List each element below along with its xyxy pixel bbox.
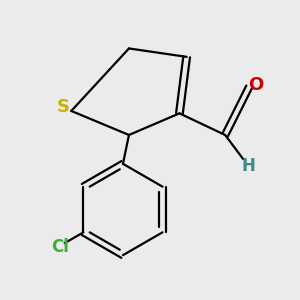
Text: Cl: Cl [51, 238, 69, 256]
Text: O: O [248, 76, 263, 94]
Text: H: H [241, 157, 255, 175]
Text: S: S [56, 98, 69, 116]
